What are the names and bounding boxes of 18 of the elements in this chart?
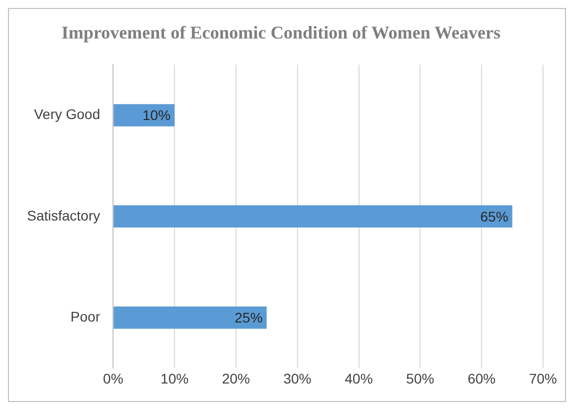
- x-tick-label: 0%: [103, 370, 124, 386]
- x-tick-label: 40%: [344, 370, 373, 386]
- data-label: 25%: [234, 309, 263, 326]
- x-tick-label: 30%: [283, 370, 312, 386]
- x-tick-label: 10%: [160, 370, 189, 386]
- x-tick-label: 20%: [222, 370, 250, 386]
- y-tick-label: Very Good: [34, 106, 100, 122]
- x-tick-label: 60%: [468, 370, 496, 386]
- bar: [114, 306, 267, 329]
- y-tick-label: Satisfactory: [26, 207, 100, 224]
- x-tick-label: 70%: [528, 370, 558, 386]
- x-tick-label: 50%: [406, 370, 434, 386]
- data-label: 10%: [142, 107, 171, 124]
- bar: [114, 205, 512, 228]
- chart-title: Improvement of Economic Condition of Women Weavers: [62, 22, 500, 42]
- y-tick-label: Poor: [70, 308, 100, 324]
- bar: [114, 104, 175, 126]
- data-label: 65%: [480, 208, 508, 224]
